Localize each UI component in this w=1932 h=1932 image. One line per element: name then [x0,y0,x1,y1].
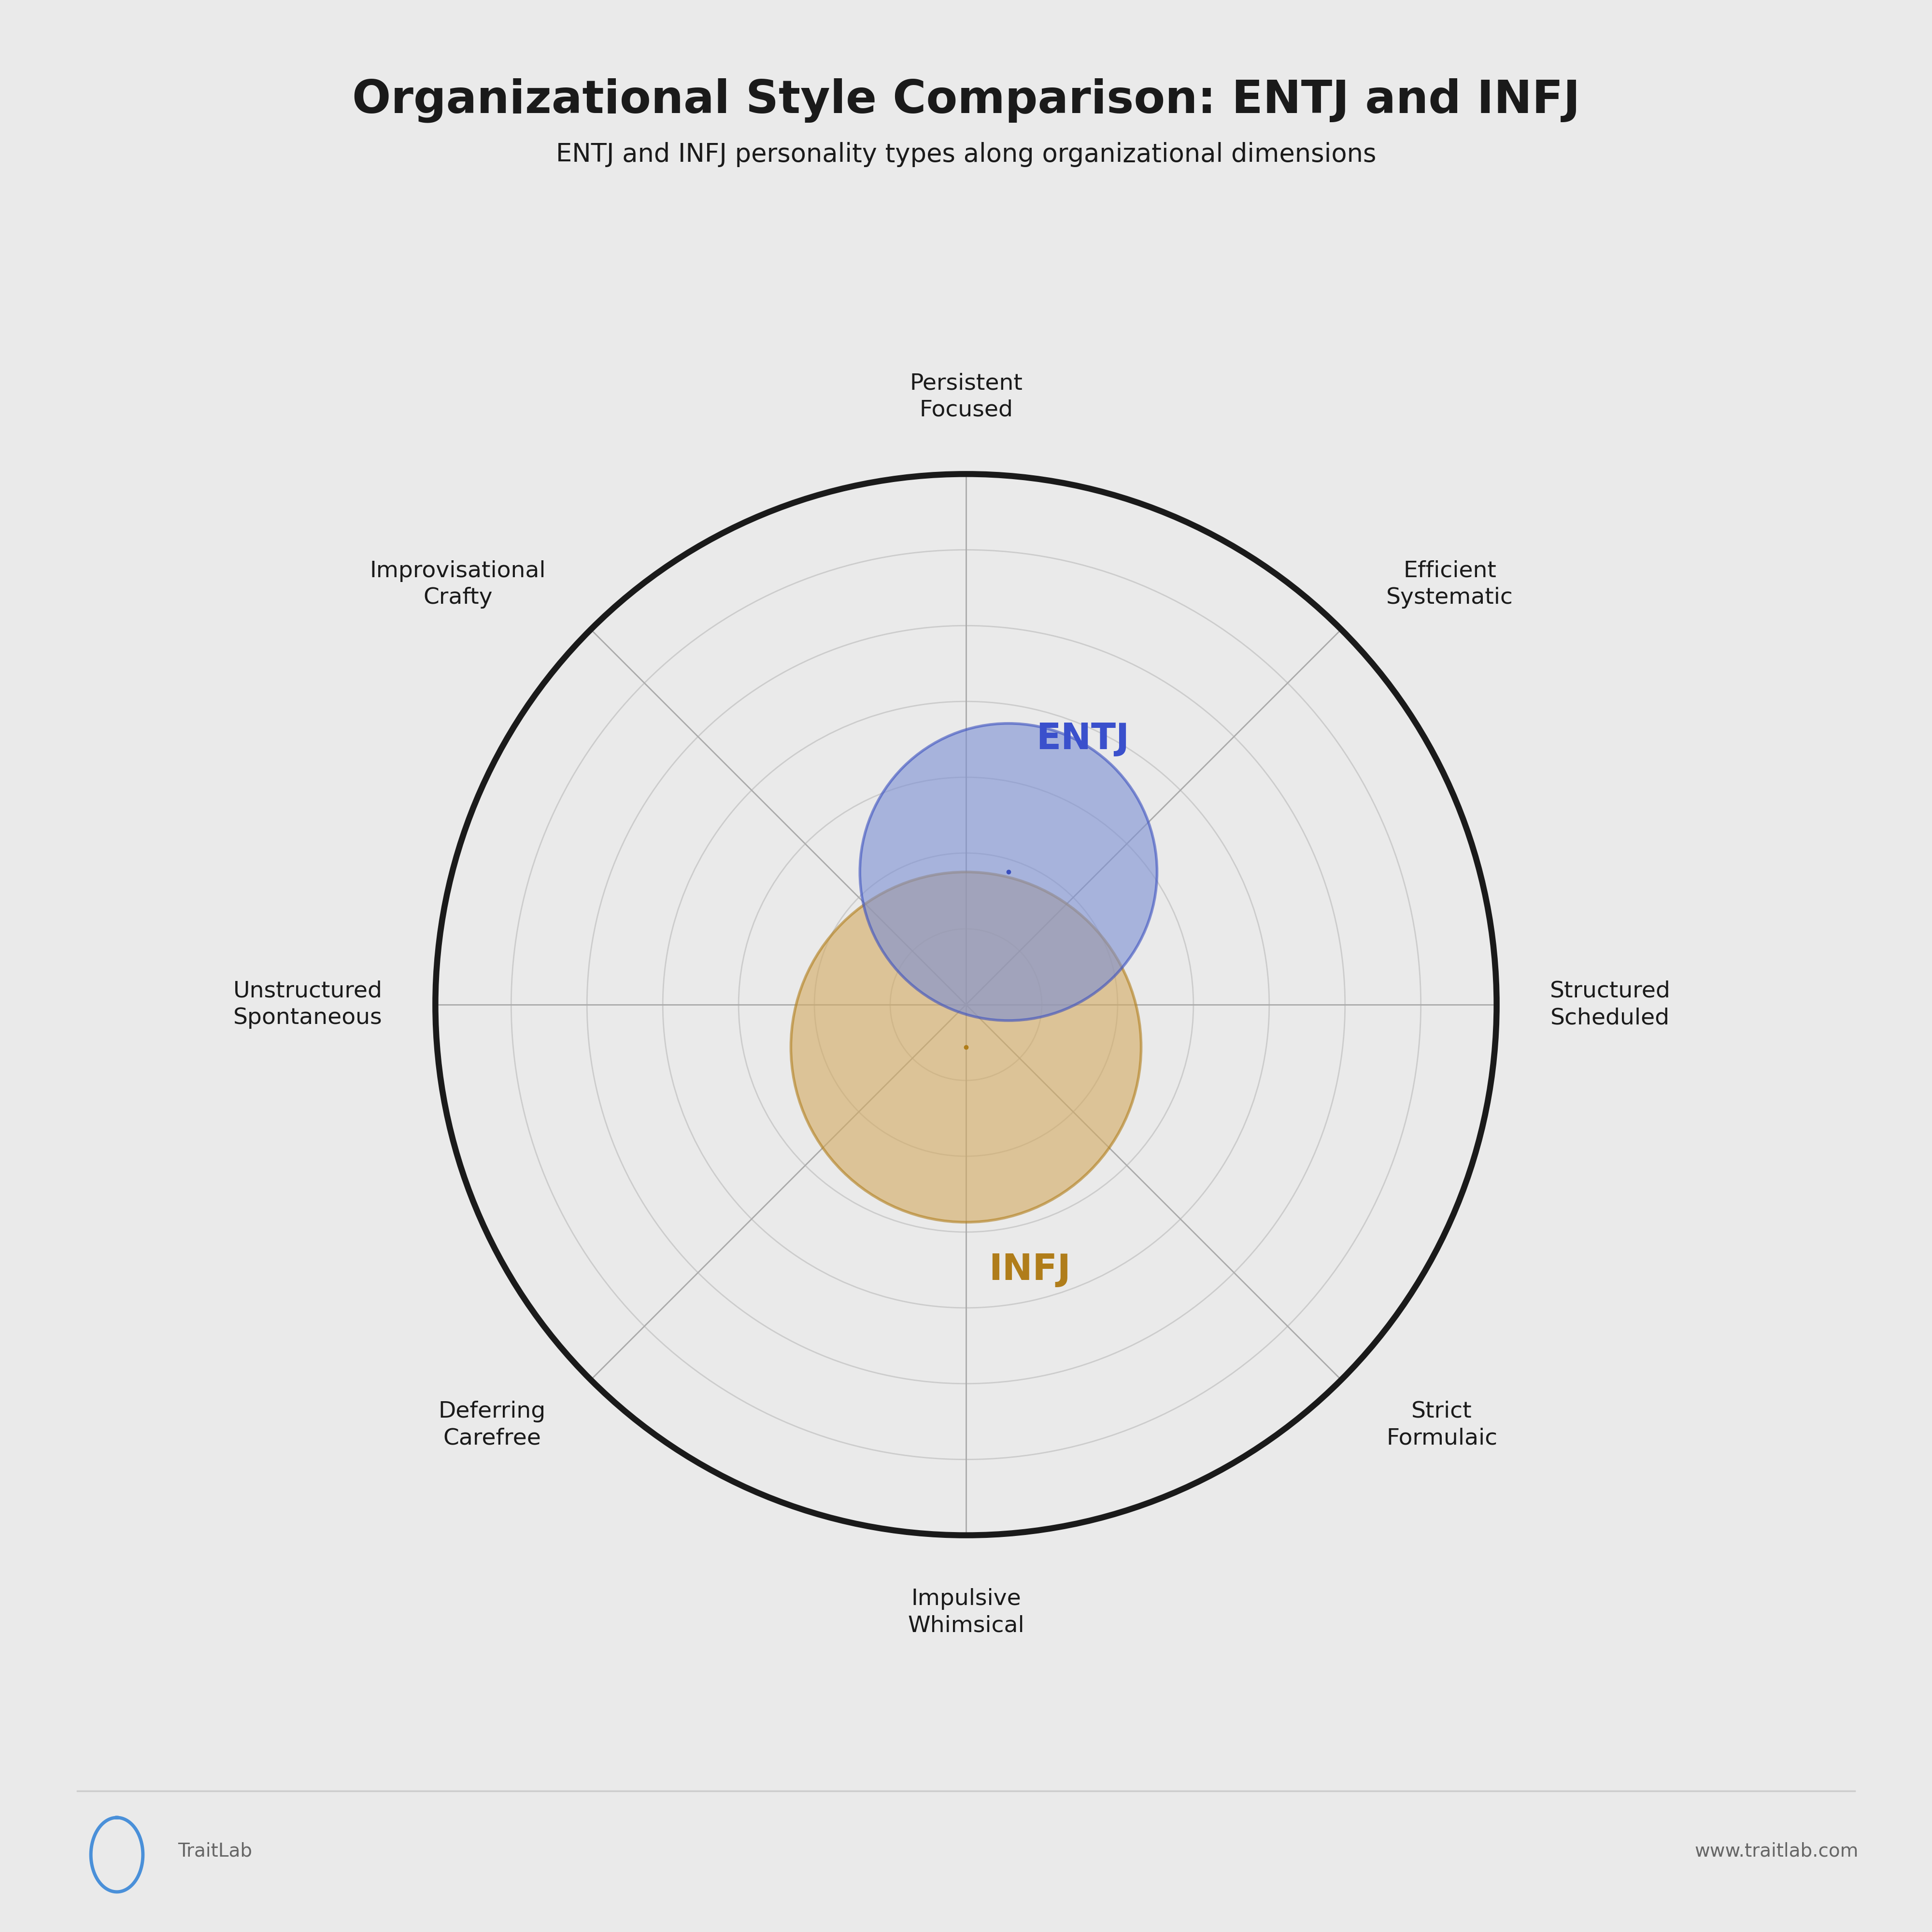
Text: Persistent
Focused: Persistent Focused [910,373,1022,421]
Circle shape [860,723,1157,1020]
Text: Structured
Scheduled: Structured Scheduled [1549,980,1671,1030]
Text: Impulsive
Whimsical: Impulsive Whimsical [908,1588,1024,1636]
Text: Improvisational
Crafty: Improvisational Crafty [369,560,545,609]
Text: Strict
Formulaic: Strict Formulaic [1387,1401,1497,1449]
Text: Organizational Style Comparison: ENTJ and INFJ: Organizational Style Comparison: ENTJ an… [352,77,1580,124]
Text: ENTJ and INFJ personality types along organizational dimensions: ENTJ and INFJ personality types along or… [556,143,1376,168]
Text: INFJ: INFJ [989,1252,1070,1287]
Text: www.traitlab.com: www.traitlab.com [1694,1841,1859,1861]
Text: Deferring
Carefree: Deferring Carefree [439,1401,545,1449]
Text: ENTJ: ENTJ [1036,723,1130,757]
Circle shape [790,871,1142,1223]
Text: Unstructured
Spontaneous: Unstructured Spontaneous [234,980,383,1030]
Text: TraitLab: TraitLab [178,1841,251,1861]
Text: Efficient
Systematic: Efficient Systematic [1387,560,1513,609]
